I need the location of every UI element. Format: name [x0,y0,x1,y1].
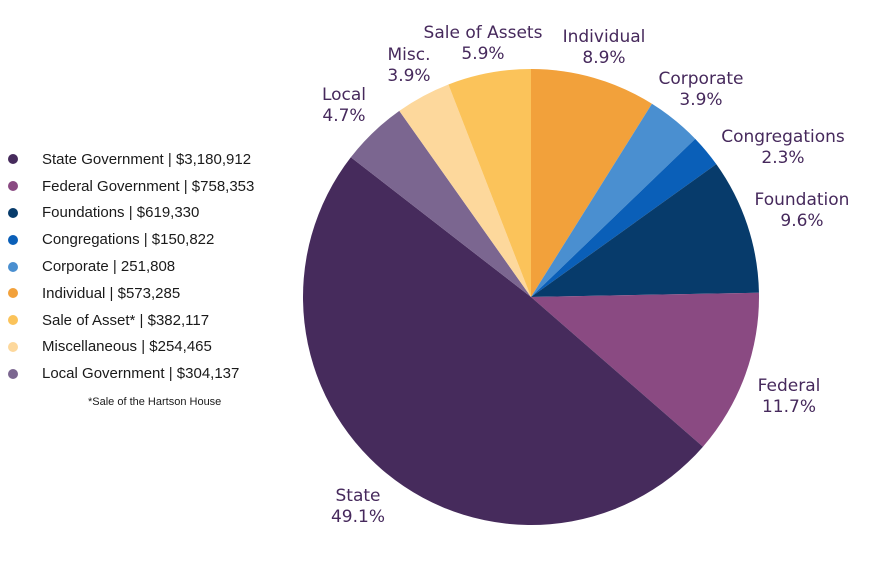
slice-percent: 11.7% [762,397,816,417]
slice-percent: 8.9% [582,48,625,68]
slice-name: Corporate [659,69,744,89]
slice-label: Misc. 3.9% [387,45,430,86]
legend-swatch [8,368,18,379]
slice-label: Sale of Assets 5.9% [424,23,543,64]
legend-swatch [8,341,18,352]
legend-label: Federal Government | $758,353 [42,177,255,195]
legend-swatch [8,261,18,272]
slice-name: Individual [563,27,646,47]
pie-slice-misc [399,84,531,297]
legend-item: Federal Government | $758,353 [8,173,308,200]
slice-label: Individual 8.9% [563,27,646,68]
legend-label: Congregations | $150,822 [42,231,215,249]
footnote: *Sale of the Hartson House [88,396,222,408]
legend-label: Corporate | 251,808 [42,258,176,276]
slice-label: State 49.1% [331,486,385,527]
pie-slice-sale-of-assets [448,69,531,297]
slice-percent: 3.9% [387,66,430,86]
slice-percent: 9.6% [780,211,823,231]
slice-label: Local 4.7% [322,85,366,126]
legend-item: Miscellaneous | $254,465 [8,334,308,361]
slice-percent: 5.9% [461,44,504,64]
slice-name: Misc. [388,45,431,65]
legend-label: Individual | $573,285 [42,284,181,302]
legend-label: Foundations | $619,330 [42,204,200,222]
slice-percent: 49.1% [331,507,385,527]
legend-item: Individual | $573,285 [8,280,308,307]
legend-swatch [8,207,18,218]
legend-item: Congregations | $150,822 [8,226,308,253]
slice-name: Sale of Assets [424,23,543,43]
slice-percent: 3.9% [679,90,722,110]
pie-slice-individual [531,69,652,297]
slice-label: Corporate 3.9% [659,69,744,110]
legend-label: Local Government | $304,137 [42,365,240,383]
legend-swatch [8,234,18,245]
slice-name: Congregations [721,127,845,147]
legend-label: Sale of Asset* | $382,117 [42,311,210,329]
legend-swatch [8,315,18,326]
slice-name: Foundation [755,190,850,210]
slice-percent: 2.3% [761,148,804,168]
legend-swatch [8,181,18,192]
legend-item: Sale of Asset* | $382,117 [8,307,308,334]
slice-name: Local [322,85,366,105]
pie-slice-corporate [531,103,696,297]
slice-name: State [336,486,381,506]
slice-percent: 4.7% [322,106,365,126]
legend-item: State Government | $3,180,912 [8,146,308,173]
pie-slice-state [302,157,703,526]
slice-label: Federal 11.7% [758,376,821,417]
legend-item: Corporate | 251,808 [8,253,308,280]
pie-slice-local [350,110,531,297]
legend-item: Foundations | $619,330 [8,200,308,227]
slice-label: Congregations 2.3% [721,127,845,168]
legend: State Government | $3,180,912 Federal Go… [8,146,308,387]
pie-slice-congregations [531,138,717,297]
pie-slice-foundation [531,164,759,297]
slice-name: Federal [758,376,821,396]
legend-swatch [8,288,18,299]
legend-label: Miscellaneous | $254,465 [42,338,212,356]
legend-swatch [8,154,18,165]
legend-item: Local Government | $304,137 [8,360,308,387]
legend-label: State Government | $3,180,912 [42,150,252,168]
slice-label: Foundation 9.6% [755,190,850,231]
pie-slice-federal [531,292,759,447]
